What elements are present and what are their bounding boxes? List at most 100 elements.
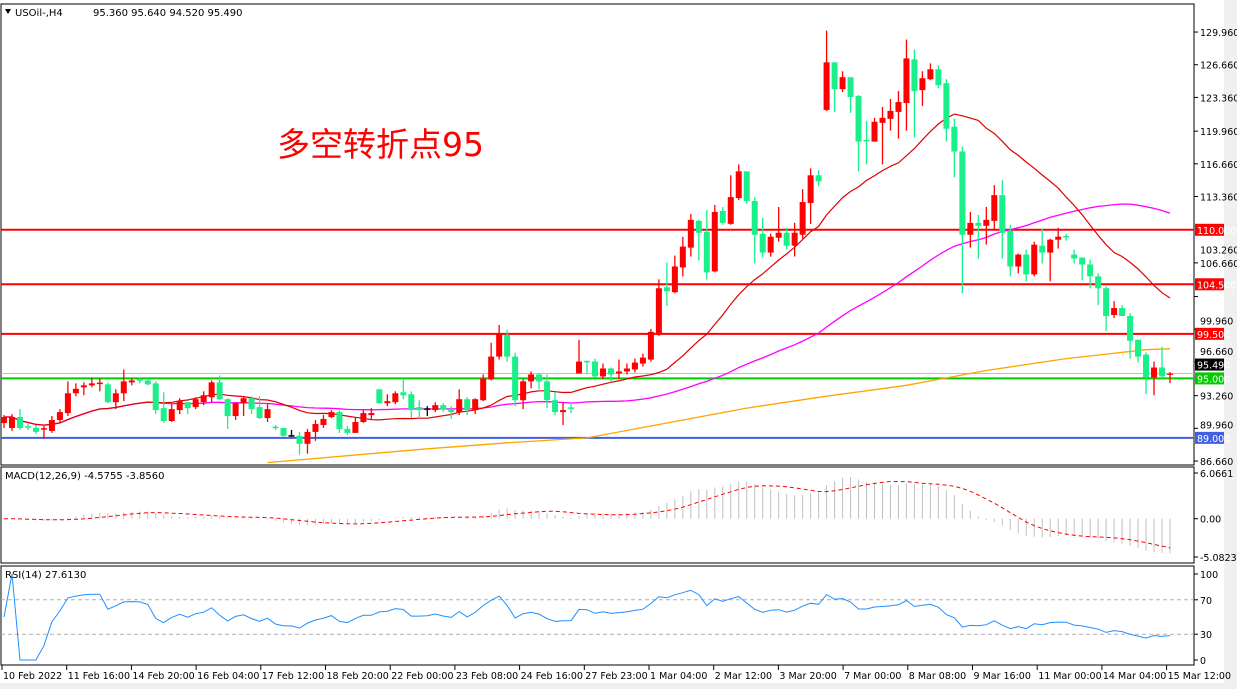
candle-body <box>783 232 790 246</box>
macd-series: 6.0661 0.00 -5.0823 <box>4 469 1237 564</box>
price-tick-label: 99.960 <box>1200 316 1233 327</box>
candle-body <box>320 419 327 425</box>
candle-body <box>919 78 926 91</box>
price-tick-label: 116.660 <box>1200 160 1237 171</box>
candle-body <box>775 232 782 238</box>
symbol-dropdown-icon[interactable] <box>5 9 11 14</box>
candle-body <box>1055 236 1062 240</box>
time-tick-label: 10 Feb 2022 <box>3 671 62 682</box>
candle-body <box>759 233 766 253</box>
candle-body <box>679 246 686 268</box>
candle-body <box>823 62 830 110</box>
candle-body <box>432 405 439 411</box>
candle-body <box>208 382 215 398</box>
time-tick-label: 8 Mar 08:00 <box>909 671 966 682</box>
candle-body <box>544 381 551 401</box>
price-tick-label: 89.960 <box>1200 420 1233 431</box>
candle-body <box>344 428 351 433</box>
candle-body <box>1039 245 1046 253</box>
candle-body <box>248 398 255 410</box>
candle-body <box>1015 254 1022 267</box>
rsi-tick-label: 100 <box>1200 570 1218 581</box>
candle-body <box>328 412 335 418</box>
time-tick-label: 14 Feb 20:00 <box>132 671 194 682</box>
chart-annotation: 多空转折点95 <box>277 125 484 164</box>
candle-body <box>631 362 638 370</box>
candle-body <box>192 399 199 408</box>
price-tick-label: 106.660 <box>1200 259 1237 270</box>
candle-body <box>416 407 423 411</box>
candle-body <box>552 400 559 413</box>
level-label: 99.500 <box>1197 330 1230 341</box>
candle-body <box>1127 315 1134 341</box>
time-tick-label: 14 Mar 04:00 <box>1103 671 1166 682</box>
candle-body <box>280 427 287 436</box>
candle-body <box>1119 308 1126 316</box>
candle-body <box>264 409 271 419</box>
price-tick-label: 113.360 <box>1200 193 1237 204</box>
current-price-label: 95.490 <box>1197 361 1230 372</box>
candle-body <box>743 171 750 202</box>
candle-body <box>128 380 135 383</box>
candle-body <box>88 383 95 386</box>
candle-body <box>695 220 702 233</box>
candle-body <box>576 361 583 374</box>
current-price-label-bg <box>1195 358 1224 371</box>
level-label-bg <box>1195 223 1224 236</box>
time-tick-label: 22 Feb 00:00 <box>391 671 453 682</box>
candle-body <box>104 384 111 403</box>
time-tick-label: 7 Mar 00:00 <box>844 671 901 682</box>
candle-body <box>48 420 55 431</box>
level-label-bg <box>1195 327 1224 340</box>
level-label: 110.000 <box>1197 226 1236 237</box>
candle-body <box>168 409 175 422</box>
main-price-panel[interactable] <box>0 3 1195 466</box>
candle-body <box>943 83 950 129</box>
time-tick-label: 1 Mar 04:00 <box>650 671 707 682</box>
candle-body <box>703 231 710 273</box>
price-tick-label: 93.260 <box>1200 392 1233 403</box>
candle-body <box>80 385 87 388</box>
candle-body <box>1151 367 1158 378</box>
ma-fast-line <box>4 113 1171 426</box>
candle-body <box>456 399 463 413</box>
candle-body <box>1135 339 1142 357</box>
time-tick-label: 15 Mar 12:00 <box>1168 671 1231 682</box>
candle-body <box>368 413 375 416</box>
time-tick-label: 3 Mar 20:00 <box>779 671 836 682</box>
candle-body <box>112 393 119 403</box>
rsi-tick-label: 0 <box>1200 656 1206 667</box>
candle-body <box>663 287 670 292</box>
candle-body <box>304 431 311 444</box>
candle-body <box>895 101 902 112</box>
candle-body <box>560 410 567 413</box>
price-tick-label: 123.360 <box>1200 93 1237 104</box>
candle-body <box>927 69 934 80</box>
candle-body <box>200 395 207 403</box>
level-label: 89.000 <box>1197 434 1230 445</box>
candle-body <box>959 151 966 235</box>
candle-body <box>184 402 191 409</box>
time-tick-label: 18 Feb 20:00 <box>327 671 389 682</box>
candle-body <box>32 427 39 432</box>
price-tick-label: 119.960 <box>1200 127 1237 138</box>
candle-body <box>408 394 415 411</box>
candle-body <box>647 331 654 360</box>
candle-body <box>951 126 958 152</box>
candle-body <box>751 201 758 235</box>
ohlc-readout: 95.360 95.640 94.520 95.490 <box>93 8 243 19</box>
candle-body <box>887 110 894 119</box>
right-scroll-strip <box>1224 0 1237 689</box>
candle-body <box>727 197 734 224</box>
candle-body <box>591 361 598 377</box>
candle-body <box>72 388 79 394</box>
level-label-bg <box>1195 372 1224 385</box>
rsi-panel[interactable] <box>0 565 1195 666</box>
candle-body <box>1167 373 1173 375</box>
macd-tick-label: -5.0823 <box>1200 553 1237 564</box>
candle-body <box>528 374 535 382</box>
candle-body <box>1079 257 1086 265</box>
candle-body <box>1087 264 1094 277</box>
candle-body <box>1071 254 1078 259</box>
